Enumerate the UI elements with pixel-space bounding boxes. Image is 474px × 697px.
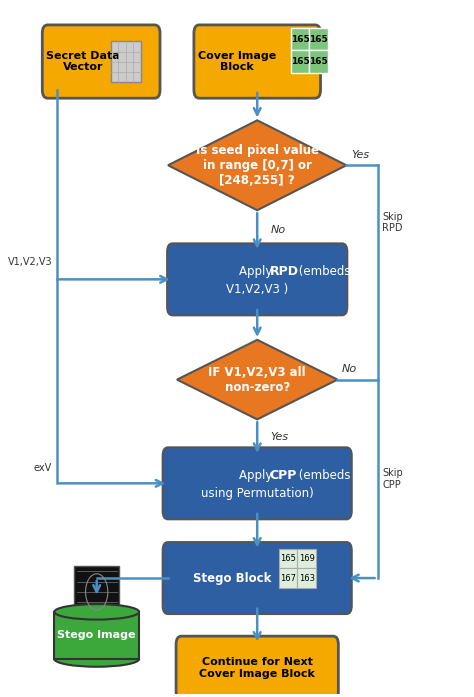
Text: Yes: Yes	[351, 150, 369, 160]
Bar	[291, 29, 310, 50]
Text: 165: 165	[291, 35, 310, 44]
Text: Apply: Apply	[238, 468, 276, 482]
Text: exV: exV	[34, 463, 52, 473]
Bar	[279, 568, 297, 588]
Bar	[279, 549, 297, 568]
Bar	[110, 42, 141, 82]
FancyBboxPatch shape	[163, 447, 352, 519]
Text: 165: 165	[280, 554, 296, 563]
Text: (embeds: (embeds	[295, 265, 351, 277]
Text: (embeds exV bits: (embeds exV bits	[295, 468, 402, 482]
Bar	[310, 50, 328, 72]
FancyBboxPatch shape	[194, 25, 320, 98]
FancyBboxPatch shape	[163, 542, 352, 614]
Text: Skip
RPD: Skip RPD	[382, 211, 403, 233]
FancyBboxPatch shape	[42, 25, 160, 98]
Text: 165: 165	[310, 57, 328, 66]
Ellipse shape	[55, 651, 139, 667]
FancyBboxPatch shape	[176, 636, 338, 697]
Polygon shape	[177, 340, 337, 420]
Text: Continue for Next
Cover Image Block: Continue for Next Cover Image Block	[199, 657, 315, 679]
Bar	[297, 549, 316, 568]
Text: CPP: CPP	[270, 468, 297, 482]
Text: RPD: RPD	[270, 265, 299, 277]
Text: 167: 167	[280, 574, 296, 583]
Text: Skip
CPP: Skip CPP	[382, 468, 403, 489]
Bar	[291, 50, 310, 72]
FancyBboxPatch shape	[167, 243, 347, 315]
Text: Stego Image: Stego Image	[57, 631, 136, 641]
Text: V1,V2,V3 ): V1,V2,V3 )	[226, 282, 288, 296]
Text: 165: 165	[310, 35, 328, 44]
Bar	[310, 29, 328, 50]
Text: 163: 163	[299, 574, 315, 583]
Bar	[297, 568, 316, 588]
Text: 169: 169	[299, 554, 315, 563]
Text: IF V1,V2,V3 all
non-zero?: IF V1,V2,V3 all non-zero?	[209, 366, 306, 394]
Ellipse shape	[55, 604, 139, 620]
Text: Yes: Yes	[271, 432, 289, 442]
Text: Secret Data
Vector: Secret Data Vector	[46, 51, 120, 72]
Text: using Permutation): using Permutation)	[201, 487, 314, 500]
Text: Is seed pixel value
in range [0,7] or
[248,255] ?: Is seed pixel value in range [0,7] or [2…	[196, 144, 319, 187]
Text: V1,V2,V3: V1,V2,V3	[8, 257, 52, 267]
Text: Cover Image
Block: Cover Image Block	[198, 51, 276, 72]
Text: No: No	[271, 225, 286, 236]
Text: 165: 165	[291, 57, 310, 66]
Polygon shape	[168, 121, 346, 210]
Polygon shape	[55, 612, 139, 659]
Bar	[74, 566, 119, 618]
Text: No: No	[342, 365, 357, 374]
Text: Apply: Apply	[238, 265, 276, 277]
Text: Stego Block: Stego Block	[193, 572, 272, 585]
